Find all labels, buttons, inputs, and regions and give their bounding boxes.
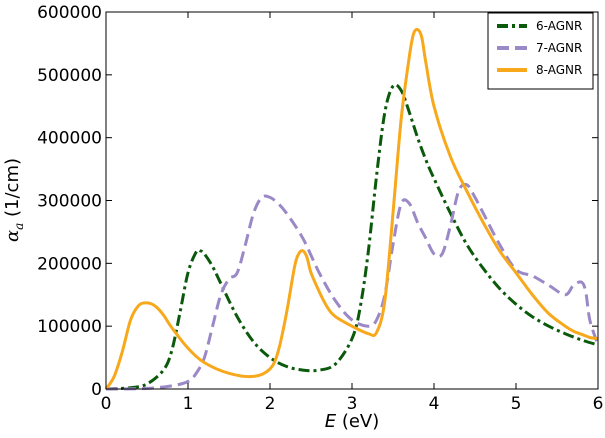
series-line-8-agnr bbox=[104, 27, 599, 390]
x-axis-unit: (eV) bbox=[336, 411, 379, 432]
y-tick-label: 100000 bbox=[37, 317, 102, 337]
y-tick-label: 500000 bbox=[37, 66, 102, 86]
legend-label-8-agnr: 8-AGNR bbox=[536, 63, 582, 77]
x-tick-label: 5 bbox=[511, 394, 522, 414]
y-tick-label: 200000 bbox=[37, 254, 102, 274]
y-axis-symbol: α bbox=[2, 230, 23, 242]
x-tick-label: 2 bbox=[265, 394, 276, 414]
y-tick-label: 0 bbox=[91, 380, 102, 400]
legend: 6-AGNR 7-AGNR 8-AGNR bbox=[487, 12, 594, 90]
legend-label-7-agnr: 7-AGNR bbox=[536, 41, 582, 55]
x-tick-label: 3 bbox=[347, 394, 358, 414]
series-line-6-agnr bbox=[105, 83, 599, 391]
y-axis-subscript: a bbox=[12, 223, 26, 230]
series-line-7-agnr bbox=[105, 182, 600, 391]
y-tick-label: 600000 bbox=[37, 3, 102, 23]
x-axis-symbol: E bbox=[325, 411, 337, 432]
x-tick-label: 6 bbox=[593, 394, 604, 414]
y-axis-unit: (1/cm) bbox=[2, 158, 23, 223]
legend-label-6-agnr: 6-AGNR bbox=[536, 19, 582, 33]
y-axis-title: αa (1/cm) bbox=[2, 158, 26, 242]
y-tick-label: 400000 bbox=[37, 129, 102, 149]
x-tick-label: 0 bbox=[101, 394, 112, 414]
tick-layer: 0 1 2 3 4 5 6 0 100000 200000 300000 400000 500000 60… bbox=[37, 3, 603, 414]
y-tick-label: 300000 bbox=[37, 192, 102, 212]
x-tick-label: 1 bbox=[183, 394, 194, 414]
series-layer bbox=[104, 27, 600, 391]
x-tick-label: 4 bbox=[429, 394, 440, 414]
x-axis-title: E (eV) bbox=[325, 411, 380, 432]
